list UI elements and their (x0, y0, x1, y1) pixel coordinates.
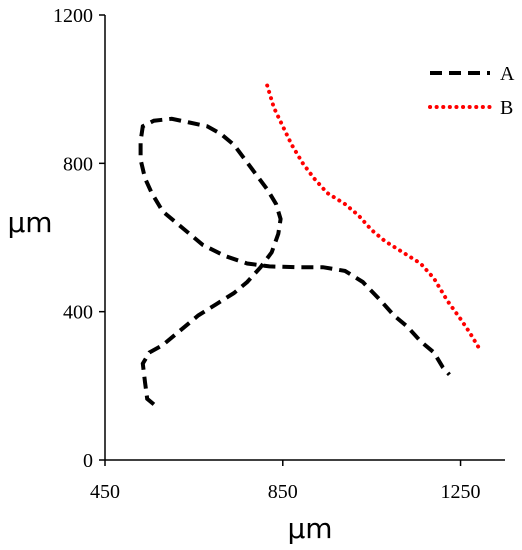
legend: AB (428, 63, 515, 119)
axes (104, 15, 505, 461)
x-tick-label: 450 (90, 481, 120, 503)
ticks: 0 400 800 1200 450 850 1250 (53, 5, 481, 503)
series-a-line (138, 116, 451, 406)
x-tick-label: 850 (268, 481, 298, 503)
y-tick-label: 800 (63, 153, 93, 175)
y-tick-label: 1200 (53, 5, 93, 27)
x-tick-label: 1250 (441, 481, 481, 503)
x-axis-title: µm (287, 512, 332, 545)
legend-label-b: B (500, 97, 513, 119)
legend-label-a: A (500, 63, 515, 85)
series-layer (138, 83, 481, 406)
y-tick-label: 0 (83, 450, 93, 472)
y-axis-title: µm (7, 206, 52, 239)
y-tick-label: 400 (63, 302, 93, 324)
series-b-line (265, 83, 481, 349)
